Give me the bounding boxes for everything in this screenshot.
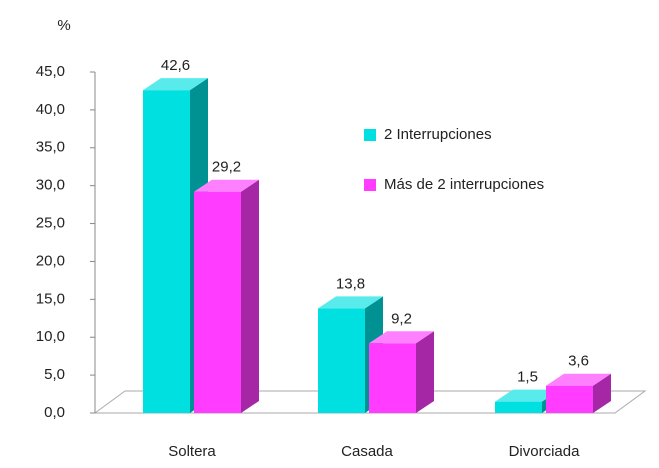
y-tick-label: 45,0 [36,63,65,80]
legend-swatch [364,129,376,141]
value-label: 3,6 [568,353,589,370]
y-tick-label: 15,0 [36,290,65,307]
bar [194,191,241,413]
legend-label: 2 Interrupciones [384,126,492,143]
bar [143,90,190,413]
bar-top [546,373,611,386]
legend-swatch [364,179,376,191]
bar-top [369,331,434,344]
bar-top [143,78,208,91]
y-tick-label: 5,0 [44,366,65,383]
y-tick-label: 35,0 [36,139,65,156]
value-label: 29,2 [212,159,241,176]
x-tick-label: Casada [341,443,393,460]
bar-side [416,331,434,413]
y-tick-label: 0,0 [44,404,65,421]
y-tick-label: 10,0 [36,328,65,345]
legend-label: Más de 2 interrupciones [384,176,544,193]
y-axis-label: % [57,17,70,34]
y-tick-label: 30,0 [36,177,65,194]
x-tick-label: Divorciada [509,443,581,460]
bar-side [593,373,611,413]
value-label: 9,2 [391,310,412,327]
bar [495,401,542,413]
value-label: 1,5 [517,369,538,386]
y-tick-label: 25,0 [36,215,65,232]
bar-side [241,179,259,413]
bar [318,308,365,413]
bar-top [318,296,383,309]
bar [546,385,593,413]
bar-top [194,179,259,192]
bar [369,343,416,413]
value-label: 13,8 [336,275,365,292]
value-label: 42,6 [161,57,190,74]
y-tick-label: 40,0 [36,101,65,118]
x-tick-label: Soltera [168,443,216,460]
bar-top [495,389,560,402]
y-tick-label: 20,0 [36,252,65,269]
